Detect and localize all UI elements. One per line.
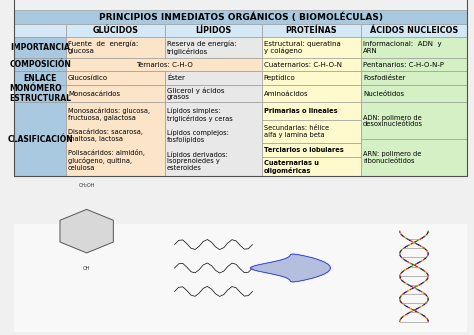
Text: Fosfodiéster: Fosfodiéster [363, 75, 405, 81]
Bar [14, 0, 467, 176]
Bar [262, 58, 361, 71]
Bar [361, 139, 467, 176]
Text: Estructural: queratina
y colágeno: Estructural: queratina y colágeno [264, 41, 341, 54]
Text: PROTEÍNAS: PROTEÍNAS [286, 26, 337, 35]
Bar [262, 143, 361, 157]
Text: Nucleótidos: Nucleótidos [363, 91, 404, 97]
Text: CH₂OH: CH₂OH [78, 183, 95, 188]
Bar [262, 120, 361, 143]
Text: Aminoácidos: Aminoácidos [264, 91, 309, 97]
Bar [66, 23, 165, 37]
Bar [66, 71, 165, 85]
Text: LÍPIDOS: LÍPIDOS [195, 26, 232, 35]
Bar [66, 37, 165, 58]
Text: Cuaternarios: C-H-O-N: Cuaternarios: C-H-O-N [264, 62, 342, 68]
Bar [361, 85, 467, 103]
Text: Glicerol y ácidos
grasos: Glicerol y ácidos grasos [167, 87, 225, 100]
Bar [14, 23, 66, 37]
Text: ENLACE: ENLACE [23, 74, 57, 82]
Text: ARN: polimero de
ribonucleótidos: ARN: polimero de ribonucleótidos [363, 151, 421, 164]
Text: PRINCIPIOS INMEDIATOS ORGÁNICOS ( BIOMOLÉCULAS): PRINCIPIOS INMEDIATOS ORGÁNICOS ( BIOMOL… [99, 12, 383, 21]
Bar [361, 71, 467, 85]
Bar [66, 58, 262, 71]
Bar [165, 37, 262, 58]
Bar [361, 103, 467, 139]
Text: Monosacáridos: Monosacáridos [68, 91, 120, 97]
Text: Terciarios o lobulares: Terciarios o lobulares [264, 147, 344, 153]
Bar [66, 85, 165, 103]
Text: OH: OH [83, 266, 91, 271]
Text: Éster: Éster [167, 75, 185, 81]
Text: Ternarios: C-H-O: Ternarios: C-H-O [136, 62, 192, 68]
Bar [14, 71, 66, 85]
Bar [14, 10, 467, 23]
Text: Secundarias: hélice
alfa y lamina beta: Secundarias: hélice alfa y lamina beta [264, 125, 329, 138]
Text: CLASIFICACIÓN: CLASIFICACIÓN [7, 135, 73, 144]
Bar [165, 23, 262, 37]
Bar [262, 103, 361, 120]
Text: Monosacáridos: glucosa,
fructuosa, galactosa

Disacáridos: sacarosa,
maltosa, la: Monosacáridos: glucosa, fructuosa, galac… [68, 108, 150, 171]
Bar [262, 23, 361, 37]
Text: Reserva de energía:
triglicéridos: Reserva de energía: triglicéridos [167, 40, 237, 55]
Text: Lípidos simples:
triglicéridos y ceras

Lípidos complejos:
fosfolípidos

Lípidos: Lípidos simples: triglicéridos y ceras L… [167, 108, 233, 171]
Text: Pentanarios: C-H-O-N-P: Pentanarios: C-H-O-N-P [363, 62, 444, 68]
Polygon shape [250, 254, 330, 282]
Bar [262, 37, 361, 58]
Bar [262, 71, 361, 85]
Bar [361, 37, 467, 58]
Text: IMPORTANCIA: IMPORTANCIA [10, 43, 70, 52]
Bar [165, 71, 262, 85]
Text: Informacional:  ADN  y
ARN: Informacional: ADN y ARN [363, 41, 442, 54]
Text: Peptídico: Peptídico [264, 75, 296, 81]
Bar [14, 224, 467, 332]
Bar [66, 103, 165, 176]
Text: GLÚCIDOS: GLÚCIDOS [92, 26, 138, 35]
Text: ADN: polimero de
desoxinucleótidos: ADN: polimero de desoxinucleótidos [363, 115, 423, 127]
Bar [14, 85, 66, 103]
Bar [262, 157, 361, 176]
Bar [165, 85, 262, 103]
Bar [262, 85, 361, 103]
Text: COMPOSICIÓN: COMPOSICIÓN [9, 60, 71, 69]
Text: ÁCIDOS NUCLEICOS: ÁCIDOS NUCLEICOS [370, 26, 458, 35]
Text: Cuaternarias u
oligoméricas: Cuaternarias u oligoméricas [264, 160, 319, 174]
Bar [361, 23, 467, 37]
Bar [14, 58, 66, 71]
Text: Glucosídico: Glucosídico [68, 75, 108, 81]
Text: Primarias o lineales: Primarias o lineales [264, 108, 337, 114]
Bar [361, 58, 467, 71]
Text: Fuente  de  energía:
glucosa: Fuente de energía: glucosa [68, 41, 138, 54]
Text: MONÓMERO
ESTRUCTURAL: MONÓMERO ESTRUCTURAL [9, 84, 71, 103]
Bar [14, 103, 66, 176]
Bar [165, 103, 262, 176]
Bar [14, 37, 66, 58]
